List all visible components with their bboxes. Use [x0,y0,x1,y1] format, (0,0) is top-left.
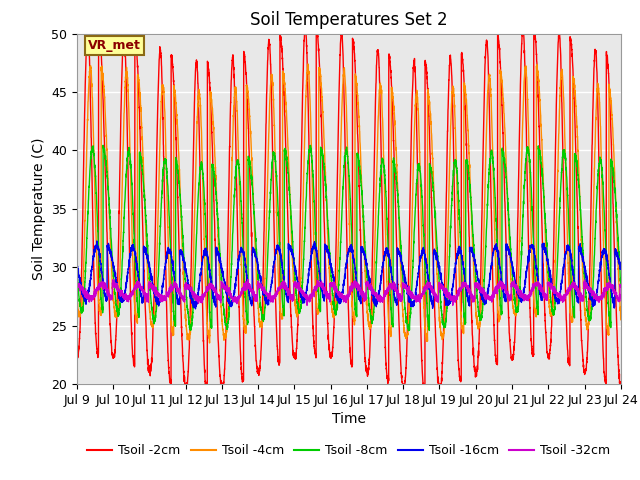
Tsoil -16cm [171,279,179,285]
Tsoil -2cm [617,381,625,387]
Tsoil -16cm [616,266,624,272]
Line: Tsoil -4cm: Tsoil -4cm [77,64,621,343]
Tsoil -32cm [171,284,179,290]
Tsoil -2cm [441,278,449,284]
Tsoil -4cm [441,324,449,330]
Tsoil -8cm [471,260,479,266]
Tsoil -4cm [329,309,337,314]
Tsoil -8cm [617,281,625,287]
Tsoil -8cm [73,268,81,274]
Y-axis label: Soil Temperature (C): Soil Temperature (C) [31,138,45,280]
Tsoil -32cm [329,281,337,287]
Tsoil -8cm [441,324,449,330]
Tsoil -16cm [329,268,337,274]
Tsoil -4cm [616,305,624,311]
Tsoil -2cm [616,381,624,387]
Tsoil -16cm [73,265,81,271]
Tsoil -16cm [93,238,100,244]
Tsoil -32cm [73,279,81,285]
Line: Tsoil -32cm: Tsoil -32cm [77,279,621,305]
Tsoil -16cm [617,264,625,270]
Legend: Tsoil -2cm, Tsoil -4cm, Tsoil -8cm, Tsoil -16cm, Tsoil -32cm: Tsoil -2cm, Tsoil -4cm, Tsoil -8cm, Tsoi… [82,439,616,462]
Tsoil -16cm [441,291,449,297]
Tsoil -4cm [502,149,509,155]
X-axis label: Time: Time [332,412,366,426]
Tsoil -2cm [166,381,174,387]
Line: Tsoil -2cm: Tsoil -2cm [77,34,621,384]
Tsoil -32cm [502,288,509,294]
Tsoil -4cm [617,317,625,323]
Tsoil -32cm [303,302,311,308]
Tsoil -4cm [73,295,81,300]
Tsoil -2cm [171,106,179,111]
Title: Soil Temperatures Set 2: Soil Temperatures Set 2 [250,11,447,29]
Tsoil -4cm [205,340,213,346]
Tsoil -8cm [99,143,107,148]
Text: VR_met: VR_met [88,39,141,52]
Tsoil -32cm [616,284,624,289]
Tsoil -16cm [191,306,199,312]
Tsoil -4cm [471,289,479,295]
Tsoil -32cm [441,288,449,294]
Tsoil -4cm [304,61,312,67]
Line: Tsoil -8cm: Tsoil -8cm [77,145,621,331]
Tsoil -2cm [502,226,509,232]
Line: Tsoil -16cm: Tsoil -16cm [77,241,621,309]
Tsoil -4cm [171,90,179,96]
Tsoil -8cm [171,318,179,324]
Tsoil -2cm [329,345,337,350]
Tsoil -8cm [616,276,624,282]
Tsoil -8cm [329,291,337,297]
Tsoil -2cm [73,356,81,362]
Tsoil -32cm [471,296,479,301]
Tsoil -16cm [471,256,479,262]
Tsoil -8cm [502,168,509,173]
Tsoil -16cm [502,296,509,302]
Tsoil -32cm [244,276,252,282]
Tsoil -8cm [404,328,412,334]
Tsoil -2cm [471,368,479,374]
Tsoil -32cm [617,284,625,289]
Tsoil -2cm [83,31,91,36]
